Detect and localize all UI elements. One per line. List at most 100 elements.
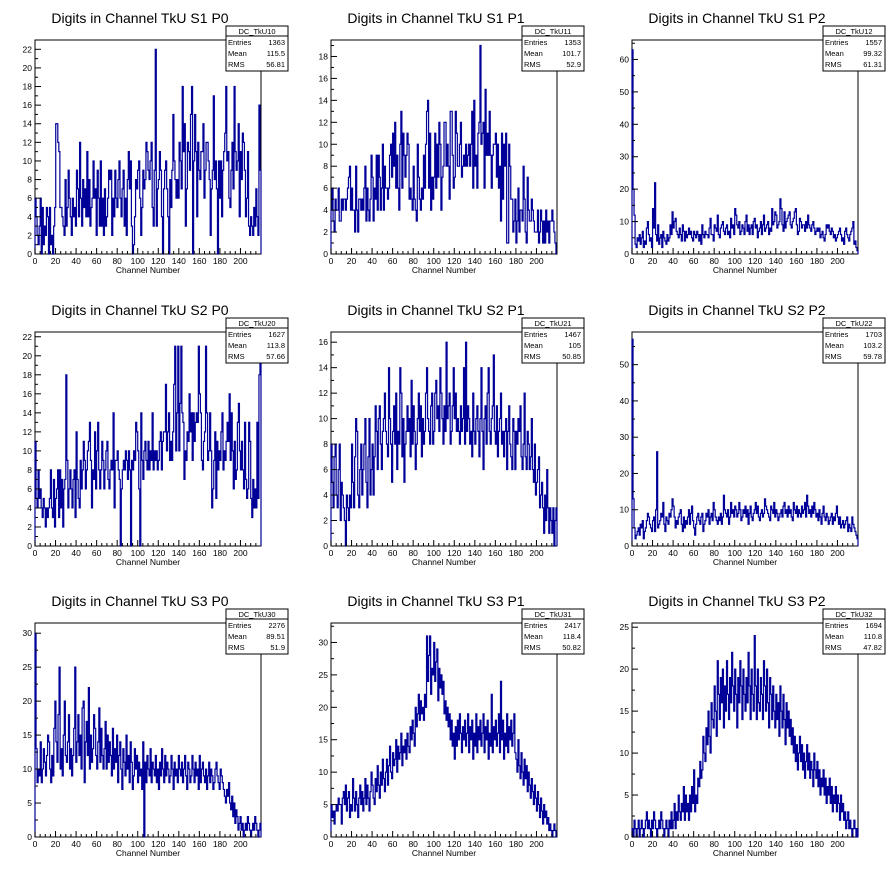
x-tick-label: 160 <box>192 256 206 266</box>
y-tick-label: 22 <box>23 44 33 54</box>
stats-label: Mean <box>825 341 844 350</box>
stats-label: Entries <box>825 330 849 339</box>
x-axis-label: Channel Number <box>713 557 777 567</box>
panel: Digits in Channel TkU S3 P2 0 5 10 15 20 25 0 20… <box>620 593 886 858</box>
y-tick-label: 20 <box>620 664 630 674</box>
stats-box-frame <box>521 317 585 364</box>
x-tick-label: 180 <box>509 548 523 558</box>
y-tick-label: 4 <box>27 503 32 513</box>
y-tick-label: 10 <box>23 764 33 774</box>
panel-title: Digits in Channel TkU S3 P2 <box>648 593 825 609</box>
y-tick-label: 18 <box>23 82 33 92</box>
stats-box-frame <box>225 317 289 364</box>
x-axis-label: Channel Number <box>713 265 777 275</box>
stats-box: DC_TkU20 Entries 1627 Mean 113.8 RMS 57.66 <box>225 317 289 364</box>
stats-value: 1363 <box>268 38 285 47</box>
stats-value: 89.51 <box>266 632 285 641</box>
x-tick-label: 0 <box>630 839 635 849</box>
y-tick-label: 5 <box>624 790 629 800</box>
stats-box: DC_TkU11 Entries 1353 Mean 101.7 RMS 52.9 <box>521 25 585 72</box>
stats-box: DC_TkU32 Entries 1694 Mean 110.8 RMS 47.82 <box>822 608 886 655</box>
x-tick-label: 160 <box>488 256 502 266</box>
y-tick-label: 20 <box>23 63 33 73</box>
x-tick-label: 20 <box>648 548 658 558</box>
stats-value: 1353 <box>564 38 581 47</box>
x-tick-label: 140 <box>468 839 482 849</box>
y-tick-label: 10 <box>319 414 329 424</box>
x-axis-label: Channel Number <box>116 265 180 275</box>
x-tick-label: 180 <box>810 548 824 558</box>
x-tick-label: 200 <box>529 839 543 849</box>
y-tick-label: 10 <box>620 505 630 515</box>
y-tick-label: 25 <box>620 622 630 632</box>
y-tick-label: 6 <box>27 484 32 494</box>
x-tick-label: 0 <box>329 839 334 849</box>
stats-box-frame <box>225 608 289 655</box>
stats-box: DC_TkU12 Entries 1557 Mean 99.32 RMS 61.31 <box>822 25 886 72</box>
stats-value: 1627 <box>268 330 285 339</box>
stats-label: Entries <box>524 330 548 339</box>
stats-name: DC_TkU31 <box>534 610 571 619</box>
stats-value: 50.85 <box>562 352 581 361</box>
y-tick-label: 18 <box>23 370 33 380</box>
panel-title: Digits in Channel TkU S3 P1 <box>347 593 524 609</box>
x-tick-label: 20 <box>347 548 357 558</box>
stats-box-frame <box>822 608 886 655</box>
x-tick-label: 120 <box>447 839 461 849</box>
stats-box-frame <box>521 608 585 655</box>
y-tick-label: 20 <box>620 184 630 194</box>
stats-label: Mean <box>524 49 543 58</box>
y-tick-label: 16 <box>319 73 329 83</box>
panel: Digits in Channel TkU S2 P2 0 10 20 30 40 50 0 2… <box>620 302 886 567</box>
x-tick-label: 80 <box>408 839 418 849</box>
x-axis-label: Channel Number <box>412 557 476 567</box>
stats-name: DC_TkU21 <box>534 319 571 328</box>
stats-value: 2276 <box>268 621 285 630</box>
histogram-series <box>631 338 859 546</box>
x-tick-label: 20 <box>51 839 61 849</box>
stats-value: 99.32 <box>863 49 882 58</box>
x-tick-label: 200 <box>529 548 543 558</box>
y-tick-label: 4 <box>323 205 328 215</box>
x-tick-label: 40 <box>668 839 678 849</box>
y-tick-label: 6 <box>27 193 32 203</box>
stats-label: RMS <box>228 643 245 652</box>
histogram-series <box>631 49 859 254</box>
x-tick-label: 60 <box>388 548 398 558</box>
y-tick-label: 4 <box>27 212 32 222</box>
y-tick-label: 4 <box>323 490 328 500</box>
x-tick-label: 180 <box>810 256 824 266</box>
x-tick-label: 40 <box>71 256 81 266</box>
panel-title: Digits in Channel TkU S1 P2 <box>648 10 825 26</box>
y-tick-label: 6 <box>323 183 328 193</box>
stats-label: RMS <box>825 60 842 69</box>
histogram-series <box>330 44 557 255</box>
stats-value: 113.8 <box>267 341 285 350</box>
x-tick-label: 120 <box>151 256 165 266</box>
x-tick-label: 120 <box>447 548 461 558</box>
x-tick-label: 140 <box>468 548 482 558</box>
stats-value: 47.82 <box>863 643 882 652</box>
x-tick-label: 180 <box>213 839 227 849</box>
x-tick-label: 60 <box>92 839 102 849</box>
x-axis-label: Channel Number <box>116 848 180 858</box>
y-tick-label: 60 <box>620 54 630 64</box>
y-tick-label: 5 <box>323 800 328 810</box>
y-tick-label: 25 <box>319 670 329 680</box>
stats-box-frame <box>225 25 289 72</box>
stats-label: RMS <box>524 60 541 69</box>
y-tick-label: 16 <box>23 100 33 110</box>
y-tick-label: 12 <box>319 388 329 398</box>
y-tick-label: 12 <box>23 137 33 147</box>
stats-value: 110.8 <box>864 632 882 641</box>
x-tick-label: 200 <box>830 839 844 849</box>
stats-label: Mean <box>524 341 543 350</box>
x-tick-label: 180 <box>810 839 824 849</box>
y-tick-label: 10 <box>620 748 630 758</box>
x-tick-label: 20 <box>347 256 357 266</box>
histogram-series <box>631 634 859 838</box>
x-tick-label: 40 <box>367 256 377 266</box>
x-tick-label: 140 <box>769 256 783 266</box>
y-tick-label: 30 <box>620 432 630 442</box>
